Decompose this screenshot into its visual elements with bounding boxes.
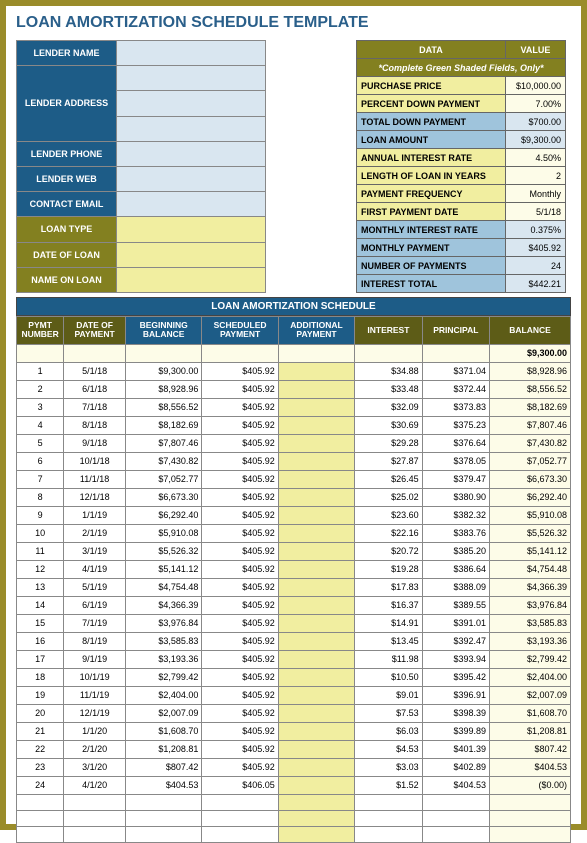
schedule-row: 5 9/1/18 $7,807.46 $405.92 $29.28 $376.6… <box>17 434 571 452</box>
lender-address-label: LENDER ADDRESS <box>17 66 117 142</box>
schedule-header: INTEREST <box>355 317 422 345</box>
data-row-value: $9,300.00 <box>505 131 565 149</box>
data-row-value: 5/1/18 <box>505 203 565 221</box>
schedule-header: PYMT NUMBER <box>17 317 64 345</box>
name-on-loan-label: NAME ON LOAN <box>17 267 117 292</box>
data-row-value: 0.375% <box>505 221 565 239</box>
schedule-row: 3 7/1/18 $8,556.52 $405.92 $32.09 $373.8… <box>17 398 571 416</box>
page-title: LOAN AMORTIZATION SCHEDULE TEMPLATE <box>16 14 571 32</box>
lender-web-label: LENDER WEB <box>17 166 117 191</box>
lender-phone-value[interactable] <box>117 141 266 166</box>
data-row-value: $405.92 <box>505 239 565 257</box>
data-row-label: NUMBER OF PAYMENTS <box>357 257 506 275</box>
data-row-label: INTEREST TOTAL <box>357 275 506 293</box>
schedule-row: 13 5/1/19 $4,754.48 $405.92 $17.83 $388.… <box>17 578 571 596</box>
schedule-row: 21 1/1/20 $1,608.70 $405.92 $6.03 $399.8… <box>17 722 571 740</box>
data-row-label: TOTAL DOWN PAYMENT <box>357 113 506 131</box>
lender-phone-label: LENDER PHONE <box>17 141 117 166</box>
schedule-row: 19 11/1/19 $2,404.00 $405.92 $9.01 $396.… <box>17 686 571 704</box>
schedule-row: 14 6/1/19 $4,366.39 $405.92 $16.37 $389.… <box>17 596 571 614</box>
lender-web-value[interactable] <box>117 166 266 191</box>
data-row-label: LENGTH OF LOAN IN YEARS <box>357 167 506 185</box>
loan-type-label: LOAN TYPE <box>17 217 117 242</box>
data-row-value: 7.00% <box>505 95 565 113</box>
data-row-value: Monthly <box>505 185 565 203</box>
schedule-header: ADDITIONAL PAYMENT <box>278 317 354 345</box>
schedule-row: 11 3/1/19 $5,526.32 $405.92 $20.72 $385.… <box>17 542 571 560</box>
data-row-value: 4.50% <box>505 149 565 167</box>
data-row-label: LOAN AMOUNT <box>357 131 506 149</box>
schedule-row: 8 12/1/18 $6,673.30 $405.92 $25.02 $380.… <box>17 488 571 506</box>
data-note: *Complete Green Shaded Fields, Only* <box>357 59 566 77</box>
schedule-row: 7 11/1/18 $7,052.77 $405.92 $26.45 $379.… <box>17 470 571 488</box>
lender-address-value[interactable] <box>117 66 266 91</box>
data-row-label: FIRST PAYMENT DATE <box>357 203 506 221</box>
schedule-row: 23 3/1/20 $807.42 $405.92 $3.03 $402.89 … <box>17 758 571 776</box>
schedule-row: 22 2/1/20 $1,208.81 $405.92 $4.53 $401.3… <box>17 740 571 758</box>
schedule-row: 18 10/1/19 $2,799.42 $405.92 $10.50 $395… <box>17 668 571 686</box>
name-on-loan-value[interactable] <box>117 267 266 292</box>
schedule-row: 12 4/1/19 $5,141.12 $405.92 $19.28 $386.… <box>17 560 571 578</box>
schedule-row: 20 12/1/19 $2,007.09 $405.92 $7.53 $398.… <box>17 704 571 722</box>
schedule-row: 6 10/1/18 $7,430.82 $405.92 $27.87 $378.… <box>17 452 571 470</box>
data-row-label: MONTHLY PAYMENT <box>357 239 506 257</box>
schedule-row: 17 9/1/19 $3,193.36 $405.92 $11.98 $393.… <box>17 650 571 668</box>
data-row-value: $442.21 <box>505 275 565 293</box>
schedule-header: PRINCIPAL <box>422 317 489 345</box>
loan-type-value[interactable] <box>117 217 266 242</box>
schedule-row: 1 5/1/18 $9,300.00 $405.92 $34.88 $371.0… <box>17 362 571 380</box>
data-row-label: PAYMENT FREQUENCY <box>357 185 506 203</box>
lender-email-value[interactable] <box>117 192 266 217</box>
lender-info-table: LENDER NAME LENDER ADDRESS LENDER PHONE … <box>16 40 266 293</box>
lender-email-label: CONTACT EMAIL <box>17 192 117 217</box>
schedule-title: LOAN AMORTIZATION SCHEDULE <box>16 297 571 316</box>
data-row-label: PERCENT DOWN PAYMENT <box>357 95 506 113</box>
data-row-value: 2 <box>505 167 565 185</box>
loan-data-table: DATAVALUE *Complete Green Shaded Fields,… <box>356 40 566 293</box>
schedule-header: BALANCE <box>490 317 571 345</box>
schedule-row: 2 6/1/18 $8,928.96 $405.92 $33.48 $372.4… <box>17 380 571 398</box>
lender-name-value[interactable] <box>117 41 266 66</box>
start-balance: $9,300.00 <box>490 344 571 362</box>
schedule-row: 24 4/1/20 $404.53 $406.05 $1.52 $404.53 … <box>17 776 571 794</box>
date-of-loan-label: DATE OF LOAN <box>17 242 117 267</box>
date-of-loan-value[interactable] <box>117 242 266 267</box>
schedule-header: DATE OF PAYMENT <box>64 317 126 345</box>
schedule-row: 15 7/1/19 $3,976.84 $405.92 $14.91 $391.… <box>17 614 571 632</box>
schedule-row: 10 2/1/19 $5,910.08 $405.92 $22.16 $383.… <box>17 524 571 542</box>
data-row-label: PURCHASE PRICE <box>357 77 506 95</box>
data-row-value: 24 <box>505 257 565 275</box>
schedule-row: 9 1/1/19 $6,292.40 $405.92 $23.60 $382.3… <box>17 506 571 524</box>
data-row-label: ANNUAL INTEREST RATE <box>357 149 506 167</box>
data-header: DATA <box>357 41 506 59</box>
schedule-header: BEGINNING BALANCE <box>125 317 201 345</box>
amortization-schedule-table: PYMT NUMBERDATE OF PAYMENTBEGINNING BALA… <box>16 316 571 843</box>
schedule-row: 16 8/1/19 $3,585.83 $405.92 $13.45 $392.… <box>17 632 571 650</box>
lender-name-label: LENDER NAME <box>17 41 117 66</box>
data-row-value: $10,000.00 <box>505 77 565 95</box>
data-row-value: $700.00 <box>505 113 565 131</box>
data-row-label: MONTHLY INTEREST RATE <box>357 221 506 239</box>
schedule-row: 4 8/1/18 $8,182.69 $405.92 $30.69 $375.2… <box>17 416 571 434</box>
value-header: VALUE <box>505 41 565 59</box>
schedule-header: SCHEDULED PAYMENT <box>202 317 278 345</box>
